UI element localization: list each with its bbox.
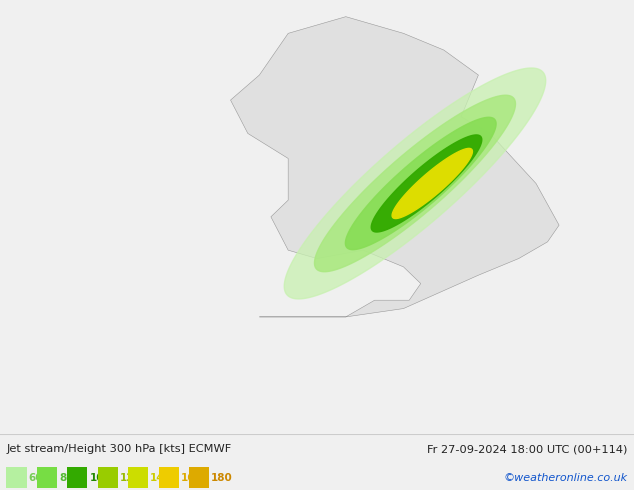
Text: 120: 120: [120, 472, 141, 483]
Text: 100: 100: [89, 472, 111, 483]
Text: 80: 80: [59, 472, 74, 483]
FancyBboxPatch shape: [37, 467, 57, 489]
FancyBboxPatch shape: [98, 467, 118, 489]
Polygon shape: [392, 148, 472, 219]
Polygon shape: [231, 17, 559, 317]
Text: Jet stream/Height 300 hPa [kts] ECMWF: Jet stream/Height 300 hPa [kts] ECMWF: [6, 444, 231, 454]
Polygon shape: [284, 68, 546, 299]
Text: Fr 27-09-2024 18:00 UTC (00+114): Fr 27-09-2024 18:00 UTC (00+114): [427, 444, 628, 454]
Text: 180: 180: [211, 472, 233, 483]
FancyBboxPatch shape: [128, 467, 148, 489]
Polygon shape: [372, 135, 482, 232]
FancyBboxPatch shape: [6, 467, 27, 489]
Text: 140: 140: [150, 472, 172, 483]
Text: 160: 160: [181, 472, 202, 483]
Polygon shape: [314, 95, 515, 272]
Text: 60: 60: [29, 472, 43, 483]
FancyBboxPatch shape: [158, 467, 179, 489]
Polygon shape: [346, 117, 496, 250]
FancyBboxPatch shape: [189, 467, 209, 489]
Text: ©weatheronline.co.uk: ©weatheronline.co.uk: [503, 472, 628, 483]
FancyBboxPatch shape: [67, 467, 87, 489]
